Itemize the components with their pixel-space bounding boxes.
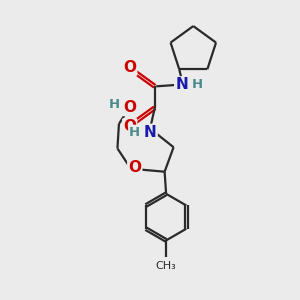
Text: N: N xyxy=(175,77,188,92)
Text: O: O xyxy=(123,100,136,115)
Text: H: H xyxy=(109,98,120,111)
Text: H: H xyxy=(129,126,140,139)
Text: CH₃: CH₃ xyxy=(156,261,176,271)
Text: O: O xyxy=(123,60,136,75)
Text: O: O xyxy=(123,119,136,134)
Text: O: O xyxy=(128,160,141,175)
Text: N: N xyxy=(144,125,157,140)
Text: H: H xyxy=(192,78,203,91)
